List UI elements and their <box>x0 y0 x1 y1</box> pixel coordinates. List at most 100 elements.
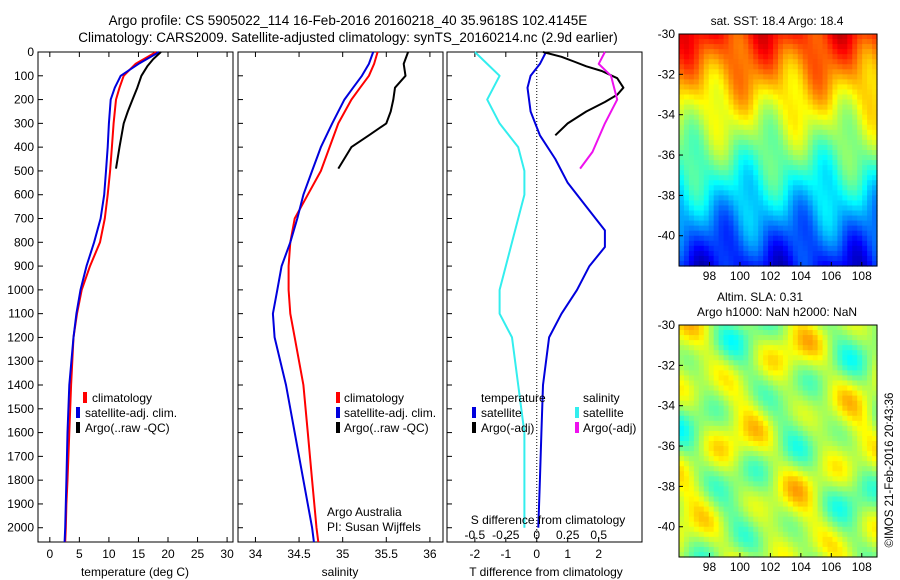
heatmap-cell <box>738 415 744 422</box>
heatmap-cell <box>852 521 858 528</box>
heatmap-cell <box>688 511 695 518</box>
heatmap-cell <box>842 325 848 331</box>
heatmap-cell <box>778 104 784 111</box>
heatmap-cell <box>723 365 730 371</box>
heatmap-cell <box>807 34 814 40</box>
heatmap-cell <box>792 109 799 116</box>
heatmap-cell <box>718 375 725 382</box>
heatmap-cell <box>743 385 749 392</box>
heatmap-cell <box>807 205 814 212</box>
heatmap-cell <box>683 160 690 166</box>
heatmap-cell <box>857 531 863 538</box>
heatmap-cell <box>832 195 838 202</box>
heatmap-cell <box>723 521 730 528</box>
heatmap-cell <box>867 385 873 392</box>
heatmap-cell <box>738 160 744 166</box>
heatmap-cell <box>802 54 809 60</box>
heatmap-cell <box>733 160 739 166</box>
heatmap-cell <box>872 195 878 202</box>
heatmap-cell <box>693 516 700 523</box>
heatmap-cell <box>748 99 754 106</box>
heatmap-cell <box>763 54 769 60</box>
heatmap-cell <box>822 155 829 161</box>
heatmap-cell <box>867 456 873 462</box>
heatmap-cell <box>857 390 863 397</box>
heatmap-cell <box>842 139 848 146</box>
heatmap-cell <box>862 210 868 217</box>
heatmap-cell <box>807 551 814 558</box>
heatmap-cell <box>778 375 784 382</box>
heatmap-cell <box>782 481 789 487</box>
heatmap-cell <box>763 225 769 232</box>
heatmap-cell <box>683 446 690 452</box>
heatmap-cell <box>768 390 774 397</box>
heatmap-cell <box>718 245 725 252</box>
heatmap-cell <box>867 175 873 181</box>
heatmap-cell <box>787 59 794 65</box>
heatmap-cell <box>867 546 873 553</box>
heatmap-cell <box>698 235 705 242</box>
heatmap-cell <box>733 380 739 387</box>
heatmap-cell <box>763 220 769 227</box>
heatmap-cell <box>758 360 764 366</box>
heatmap-cell <box>738 74 744 80</box>
heatmap-cell <box>708 340 715 346</box>
heatmap-cell <box>867 230 873 237</box>
heatmap-cell <box>758 190 764 196</box>
heatmap-cell <box>787 340 794 346</box>
y-tick-label: -36 <box>658 439 676 453</box>
heatmap-cell <box>867 410 873 417</box>
heatmap-cell <box>773 74 779 80</box>
heatmap-cell <box>713 160 720 166</box>
heatmap-cell <box>758 150 764 156</box>
difference-xlabel: T difference from climatology <box>469 565 623 579</box>
heatmap-cell <box>718 425 725 432</box>
heatmap-cell <box>718 355 725 361</box>
heatmap-cell <box>842 420 848 427</box>
heatmap-cell <box>832 400 838 407</box>
heatmap-cell <box>832 466 838 472</box>
heatmap-cell <box>703 350 710 356</box>
heatmap-cell <box>842 59 848 65</box>
heatmap-cell <box>867 471 873 477</box>
heatmap-cell <box>773 526 779 533</box>
heatmap-cell <box>857 551 863 558</box>
heatmap-cell <box>778 74 784 80</box>
heatmap-cell <box>703 466 710 472</box>
heatmap-cell <box>698 325 705 331</box>
heatmap-cell <box>753 139 759 146</box>
heatmap-cell <box>802 516 809 523</box>
heatmap-cell <box>802 144 809 151</box>
heatmap-cell <box>852 531 858 538</box>
heatmap-cell <box>867 496 873 503</box>
heatmap-cell <box>862 34 868 40</box>
heatmap-cell <box>743 144 749 151</box>
heatmap-cell <box>743 245 749 252</box>
heatmap-cell <box>753 435 759 442</box>
heatmap-cell <box>718 155 725 161</box>
heatmap-cell <box>792 370 799 377</box>
heatmap-cell <box>718 481 725 487</box>
heatmap-cell <box>763 260 769 267</box>
heatmap-cell <box>847 451 853 457</box>
heatmap-cell <box>733 245 739 252</box>
heatmap-cell <box>773 155 779 161</box>
heatmap-cell <box>797 471 804 477</box>
heatmap-cell <box>718 230 725 237</box>
heatmap-cell <box>738 144 744 151</box>
heatmap-cell <box>842 360 848 366</box>
heatmap-cell <box>837 430 843 437</box>
heatmap-cell <box>773 486 779 493</box>
heatmap-cell <box>683 155 690 161</box>
heatmap-cell <box>708 441 715 447</box>
heatmap-cell <box>688 405 695 412</box>
heatmap-cell <box>872 155 878 161</box>
heatmap-cell <box>733 175 739 181</box>
heatmap-cell <box>738 491 744 498</box>
heatmap-cell <box>827 34 834 40</box>
heatmap-cell <box>743 405 749 412</box>
heatmap-cell <box>763 99 769 106</box>
heatmap-cell <box>812 49 819 55</box>
heatmap-cell <box>832 395 838 402</box>
heatmap-cell <box>773 129 779 136</box>
